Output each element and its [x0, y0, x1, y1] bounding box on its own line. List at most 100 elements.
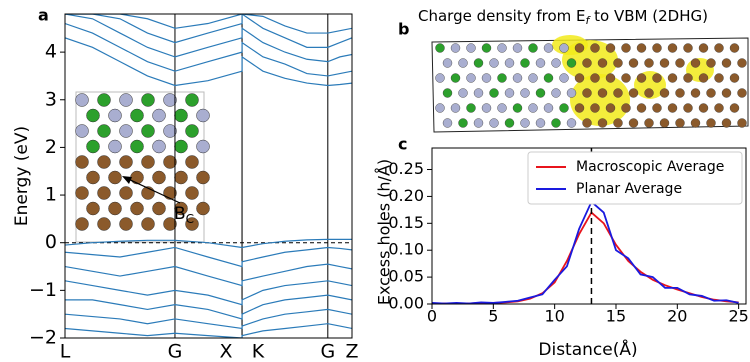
- atom: [98, 94, 111, 107]
- atom: [120, 125, 133, 138]
- atom: [490, 119, 499, 128]
- series-line: [65, 281, 352, 305]
- atom: [98, 218, 111, 231]
- title-part: to VBM (2DHG): [589, 7, 708, 25]
- atom: [498, 44, 507, 53]
- atom: [552, 119, 561, 128]
- atom: [691, 59, 700, 68]
- atom: [668, 74, 677, 83]
- atom: [505, 119, 514, 128]
- atom: [722, 89, 731, 98]
- atom: [691, 119, 700, 128]
- atom: [583, 119, 592, 128]
- atom: [467, 104, 476, 113]
- atom: [699, 104, 708, 113]
- panel-label: b: [398, 20, 409, 39]
- atom: [467, 44, 476, 53]
- atom: [668, 44, 677, 53]
- atom: [606, 44, 615, 53]
- atom: [87, 202, 100, 215]
- atom: [676, 89, 685, 98]
- atom: [660, 119, 669, 128]
- x-tick-label: G: [168, 341, 183, 362]
- atom: [474, 59, 483, 68]
- atom: [76, 187, 89, 200]
- atom: [451, 74, 460, 83]
- atom: [490, 89, 499, 98]
- series-line: [432, 202, 739, 304]
- y-tick-label: 0.15: [388, 213, 424, 232]
- atom: [513, 44, 522, 53]
- atom: [197, 140, 210, 153]
- atom: [591, 104, 600, 113]
- y-tick-label: 0.05: [388, 267, 424, 286]
- panel-label: c: [398, 135, 407, 154]
- atom: [560, 44, 569, 53]
- atom: [153, 171, 166, 184]
- series-line: [432, 213, 739, 304]
- atom: [575, 44, 584, 53]
- atom: [653, 74, 662, 83]
- atom: [109, 171, 122, 184]
- atom: [575, 74, 584, 83]
- atom: [645, 89, 654, 98]
- atom: [76, 156, 89, 169]
- atom: [142, 218, 155, 231]
- atom: [645, 119, 654, 128]
- x-tick-label: 0: [427, 307, 437, 326]
- atom: [120, 156, 133, 169]
- atom: [614, 89, 623, 98]
- atom: [443, 119, 452, 128]
- atom: [544, 104, 553, 113]
- atom: [668, 104, 677, 113]
- atom: [451, 44, 460, 53]
- atom: [629, 89, 638, 98]
- atom: [98, 187, 111, 200]
- x-tick-label: Z: [345, 341, 358, 362]
- atom: [645, 59, 654, 68]
- atom: [583, 89, 592, 98]
- atom: [629, 59, 638, 68]
- atom: [715, 44, 724, 53]
- atom: [614, 59, 623, 68]
- atom: [142, 156, 155, 169]
- atom: [153, 109, 166, 122]
- atom: [513, 104, 522, 113]
- series-line: [65, 247, 352, 266]
- atom: [482, 104, 491, 113]
- y-tick-label: 0.10: [388, 240, 424, 259]
- atom: [109, 109, 122, 122]
- atom: [707, 119, 716, 128]
- series-line: [65, 14, 352, 47]
- atom: [467, 74, 476, 83]
- y-axis-label: Energy (eV): [12, 126, 32, 226]
- atom: [536, 119, 545, 128]
- atom: [87, 109, 100, 122]
- atom: [560, 104, 569, 113]
- atom: [459, 89, 468, 98]
- atom: [606, 74, 615, 83]
- atom: [637, 44, 646, 53]
- x-tick-label: L: [60, 341, 71, 362]
- atom: [567, 89, 576, 98]
- atom: [536, 89, 545, 98]
- atom: [87, 140, 100, 153]
- atom: [186, 94, 199, 107]
- y-tick-label: 0.20: [388, 186, 424, 205]
- atom: [443, 89, 452, 98]
- atom: [98, 125, 111, 138]
- atom: [459, 59, 468, 68]
- x-tick-label: K: [252, 341, 265, 362]
- atom: [459, 119, 468, 128]
- atom: [76, 125, 89, 138]
- series-group: [432, 202, 739, 304]
- atom: [567, 59, 576, 68]
- atom: [715, 104, 724, 113]
- atom: [730, 104, 739, 113]
- atom: [498, 74, 507, 83]
- atom: [536, 59, 545, 68]
- x-tick-label: 15: [606, 307, 626, 326]
- atom: [505, 59, 514, 68]
- atom: [707, 89, 716, 98]
- atom: [660, 59, 669, 68]
